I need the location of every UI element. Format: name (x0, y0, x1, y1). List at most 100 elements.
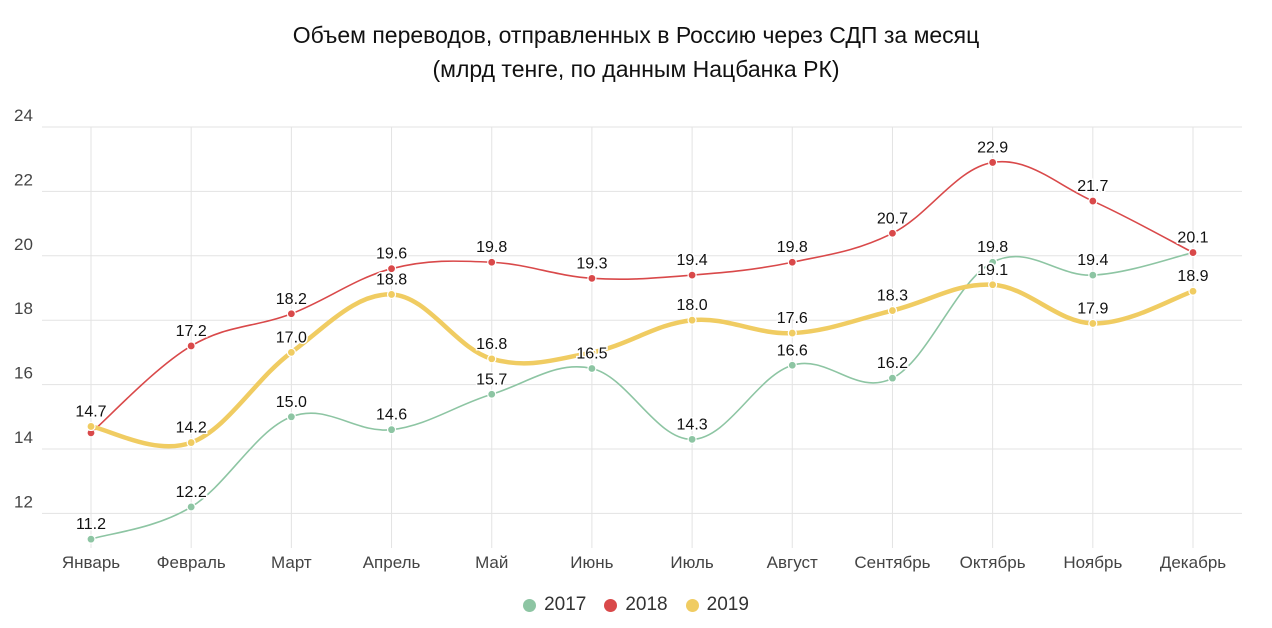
series-points (86, 157, 1198, 544)
legend-item-2019: 2019 (685, 594, 749, 616)
grid (42, 126, 1242, 548)
data-point-2018 (787, 257, 797, 267)
data-label: 16.8 (476, 336, 507, 353)
data-point-2019 (988, 280, 998, 290)
data-point-2019 (186, 437, 196, 448)
data-point-2019 (386, 289, 397, 300)
data-label: 18.3 (877, 288, 908, 305)
legend-label: 2018 (625, 594, 668, 615)
data-point-2019 (1188, 286, 1198, 296)
data-label: 20.1 (1177, 230, 1208, 247)
x-tick-label: Февраль (157, 553, 226, 572)
data-point-2017 (587, 363, 597, 374)
x-tick-label: Ноябрь (1063, 553, 1122, 572)
data-label: 12.2 (176, 484, 207, 501)
x-tick-label: Апрель (363, 553, 421, 572)
x-tick-label: Сентябрь (854, 553, 930, 572)
data-label: 14.6 (376, 407, 407, 424)
y-axis-ticks: 12 14 16 18 20 22 24 (14, 106, 33, 511)
data-point-2017 (186, 502, 196, 512)
data-label: 14.3 (677, 416, 708, 433)
data-point-2018 (1088, 196, 1098, 206)
data-label: 19.3 (576, 255, 607, 272)
x-tick-label: Июнь (570, 553, 613, 572)
data-point-2018 (286, 309, 296, 319)
data-label: 16.5 (576, 346, 607, 363)
series-lines (88, 160, 1196, 540)
data-point-2019 (587, 347, 597, 357)
data-point-2018 (687, 270, 697, 280)
data-point-2019 (286, 347, 296, 357)
data-point-2019 (86, 421, 96, 432)
legend-label: 2019 (706, 594, 749, 615)
y-tick-label: 24 (14, 106, 33, 125)
data-label: 19.4 (677, 252, 708, 269)
data-label: 14.2 (176, 420, 207, 437)
data-label: 21.7 (1077, 178, 1108, 195)
y-tick-label: 12 (14, 492, 33, 511)
data-point-2017 (787, 360, 797, 370)
data-point-2018 (186, 341, 196, 351)
legend-item-2017: 2017 (523, 594, 586, 616)
data-label: 14.7 (75, 403, 106, 420)
data-label: 11.2 (76, 516, 106, 533)
chart-title-line1: Объем переводов, отправленных в Россию ч… (292, 22, 980, 48)
data-point-2017 (887, 373, 898, 383)
data-point-2019 (787, 328, 797, 338)
legend-dot-icon (604, 598, 618, 612)
legend: 2017 2018 2019 (0, 594, 1272, 616)
data-point-2018 (587, 273, 597, 283)
data-point-2019 (687, 315, 697, 325)
data-label: 17.2 (176, 323, 207, 340)
data-point-2017 (86, 534, 96, 544)
series-line-2019 (88, 282, 1196, 449)
y-tick-label: 14 (14, 428, 33, 447)
data-point-2019 (487, 354, 497, 364)
x-tick-label: Октябрь (960, 553, 1026, 572)
data-label: 19.6 (376, 246, 407, 263)
data-point-2017 (386, 425, 397, 435)
data-label: 16.6 (777, 342, 808, 359)
x-tick-label: Май (475, 553, 508, 572)
legend-dot-icon (685, 598, 699, 612)
data-point-2017 (286, 412, 296, 422)
data-label: 19.8 (476, 239, 507, 256)
data-point-2017 (988, 257, 998, 267)
y-tick-label: 18 (14, 299, 33, 318)
data-label: 16.2 (877, 355, 908, 372)
data-point-2018 (487, 257, 497, 267)
x-axis-ticks: Январь Февраль Март Апрель Май Июнь Июль Август… (62, 553, 1226, 572)
data-label: 19.8 (777, 239, 808, 256)
data-point-2018 (386, 264, 397, 274)
data-label: 20.7 (877, 210, 908, 227)
y-tick-label: 22 (14, 170, 33, 189)
data-point-2017 (487, 389, 497, 399)
data-point-2019 (887, 305, 898, 316)
data-point-2018 (887, 228, 898, 238)
data-label: 15.7 (476, 371, 507, 388)
data-point-2018 (988, 157, 998, 168)
data-point-2017 (1088, 270, 1098, 280)
data-label: 18.8 (376, 271, 407, 288)
data-label: 19.4 (1077, 252, 1108, 269)
data-label: 18.0 (677, 297, 708, 314)
data-labels: 11.2 12.2 15.0 14.6 15.7 16.5 14.3 16.6 16.2 19.8… (74, 138, 1210, 535)
legend-item-2018: 2018 (604, 594, 668, 616)
data-label: 17.9 (1077, 300, 1108, 317)
data-label: 18.9 (1177, 268, 1208, 285)
data-label: 15.0 (276, 394, 307, 411)
data-point-2018 (1188, 247, 1198, 258)
x-tick-label: Январь (62, 553, 120, 572)
x-tick-label: Июль (670, 553, 714, 572)
data-label: 17.0 (276, 329, 307, 346)
legend-label: 2017 (544, 594, 587, 615)
data-label: 18.2 (276, 291, 307, 308)
x-tick-label: Август (767, 553, 818, 572)
x-tick-label: Март (271, 553, 312, 572)
y-tick-label: 20 (14, 235, 33, 254)
data-label: 17.6 (777, 310, 808, 327)
data-label: 19.8 (977, 239, 1008, 256)
series-line-2018 (90, 160, 1194, 434)
data-point-2017 (687, 434, 697, 444)
